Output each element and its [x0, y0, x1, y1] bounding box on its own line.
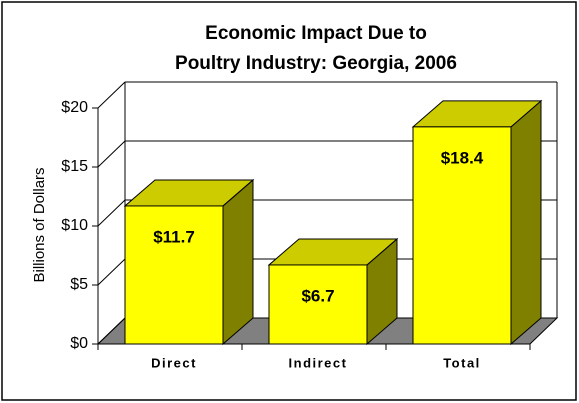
bar-side: [510, 99, 542, 346]
y-tick-label: $10: [61, 217, 88, 234]
x-tick-label: Direct: [151, 355, 197, 370]
y-tick-label: $15: [61, 158, 88, 175]
value-label: $6.7: [301, 286, 334, 305]
y-tick-label: $5: [70, 276, 88, 293]
chart-title: Poultry Industry: Georgia, 2006: [175, 53, 457, 74]
bar: [268, 264, 368, 345]
bar-side: [222, 178, 254, 346]
depth-line: [97, 199, 126, 227]
chart-title: Economic Impact Due to: [205, 23, 427, 44]
value-label: $18.4: [441, 148, 484, 167]
y-tick-label: $0: [70, 335, 88, 352]
y-axis-label: Billions of Dollars: [31, 167, 48, 282]
y-tick-label: $20: [61, 99, 88, 116]
bar: [124, 205, 224, 345]
depth-line: [97, 140, 126, 168]
depth-line: [97, 258, 126, 286]
x-tick-label: Indirect: [289, 355, 348, 370]
value-label: $11.7: [153, 227, 195, 246]
x-tick-label: Total: [443, 355, 481, 370]
bar: [412, 126, 512, 345]
depth-line: [97, 317, 126, 345]
depth-line: [97, 81, 126, 109]
